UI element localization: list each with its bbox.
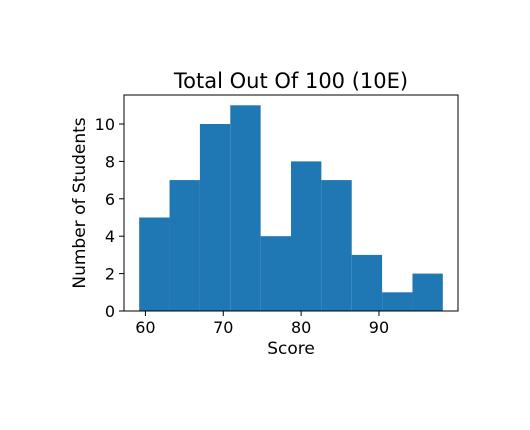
x-tick-label: 80 (291, 318, 311, 337)
histogram-bar-8 (351, 254, 383, 311)
y-tick-label: 4 (105, 227, 115, 246)
x-axis-label: Score (267, 339, 315, 359)
plot-frame (123, 94, 459, 312)
x-tick-label: 60 (135, 318, 155, 337)
histogram-bar-4 (230, 105, 261, 312)
y-tick-label: 2 (105, 265, 115, 284)
y-tick-label: 6 (105, 190, 115, 209)
histogram-bar-3 (199, 123, 231, 311)
histogram-bar-6 (291, 161, 322, 311)
x-tick-label: 90 (369, 318, 389, 337)
histogram-bar-9 (382, 292, 413, 311)
y-tick-label: 10 (95, 115, 115, 134)
y-ticks-group: 0 2 4 6 8 10 (95, 115, 124, 321)
bars-group (139, 105, 443, 312)
chart-title: Total Out Of 100 (10E) (173, 69, 408, 93)
histogram-bar-5 (260, 236, 291, 311)
histogram-bar-1 (139, 217, 170, 311)
y-tick-label: 8 (105, 152, 115, 171)
histogram-bar-7 (321, 180, 352, 311)
x-tick-label: 70 (213, 318, 233, 337)
y-tick-label: 0 (105, 302, 115, 321)
x-ticks-group: 60 70 80 90 (135, 311, 389, 337)
histogram-bar-10 (412, 273, 443, 311)
histogram-bar-2 (169, 180, 200, 311)
y-axis-label: Number of Students (70, 117, 90, 288)
